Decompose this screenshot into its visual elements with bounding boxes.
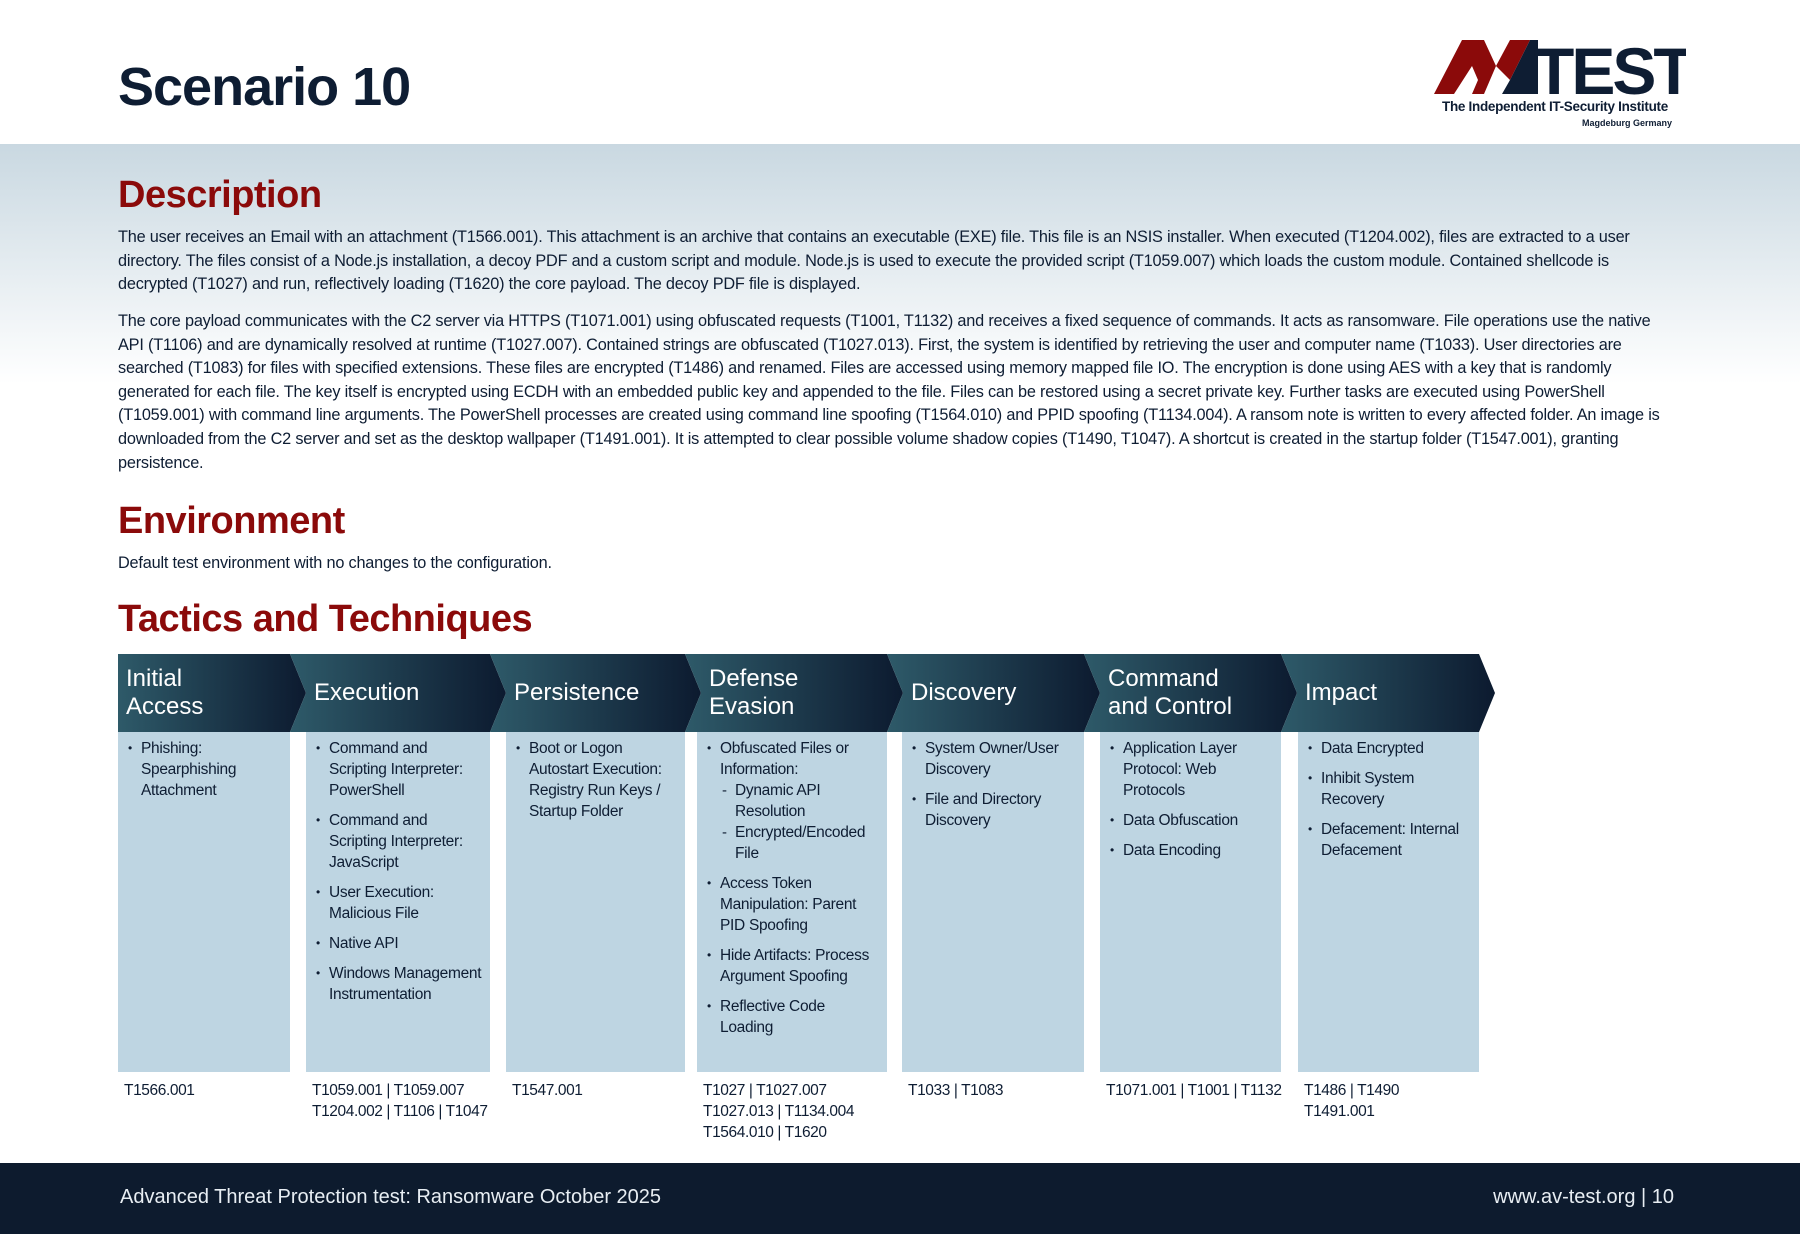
technique-id-line: T1204.002 | T1106 | T1047: [312, 1103, 488, 1120]
technique-item: Command and Scripting Interpreter: Power…: [314, 738, 482, 801]
tactic-header: Initial Access: [118, 654, 306, 732]
technique-ids: T1033 | T1083: [908, 1080, 1003, 1101]
technique-ids: T1486 | T1490 T1491.001: [1304, 1080, 1399, 1122]
technique-item: Data Obfuscation: [1108, 810, 1273, 831]
av-test-logo: TEST The Independent IT-Security Institu…: [1434, 34, 1696, 132]
technique-ids: T1566.001: [124, 1080, 195, 1101]
logo-mark-icon: TEST: [1434, 34, 1696, 108]
tactic-header: Defense Evasion: [685, 654, 903, 732]
technique-box: Application Layer Protocol: Web Protocol…: [1100, 732, 1281, 1072]
footer-title: Advanced Threat Protection test: Ransomw…: [120, 1186, 662, 1208]
technique-ids: T1547.001: [512, 1080, 583, 1101]
technique-item: Windows Management Instrumentation: [314, 963, 482, 1005]
technique-id-line: T1564.010 | T1620: [703, 1124, 827, 1141]
technique-item: Boot or Logon Autostart Execution: Regis…: [514, 738, 677, 822]
header-gradient-band: [0, 144, 1800, 384]
description-paragraph-1: The user receives an Email with an attac…: [118, 228, 1630, 294]
logo-location: Magdeburg Germany: [1581, 118, 1672, 128]
tactic-label: Persistence: [514, 679, 640, 706]
technique-box: Phishing: Spearphishing Attachment: [118, 732, 290, 1072]
technique-id-line: T1059.001 | T1059.007: [312, 1082, 465, 1099]
logo-tagline: The Independent IT-Security Institute: [1442, 99, 1668, 114]
technique-item: User Execution: Malicious File: [314, 882, 482, 924]
technique-ids: T1027 | T1027.007 T1027.013 | T1134.004 T1…: [703, 1080, 854, 1143]
technique-item: Application Layer Protocol: Web Protocol…: [1108, 738, 1273, 801]
technique-box: Obfuscated Files or Information:Dynamic …: [697, 732, 887, 1072]
footer: Advanced Threat Protection test: Ransomw…: [0, 1163, 1800, 1234]
tactics-heading: Tactics and Techniques: [118, 598, 533, 640]
technique-item: Data Encoding: [1108, 840, 1273, 861]
footer-page: www.av-test.org | 10: [1493, 1186, 1674, 1208]
description-heading: Description: [118, 174, 322, 216]
technique-ids: T1071.001 | T1001 | T1132: [1106, 1080, 1282, 1101]
technique-id-line: T1566.001: [124, 1082, 195, 1099]
technique-item: File and Directory Discovery: [910, 789, 1076, 831]
technique-item: Defacement: Internal Defacement: [1306, 819, 1471, 861]
technique-item: Access Token Manipulation: Parent PID Sp…: [705, 873, 879, 936]
technique-box: Command and Scripting Interpreter: Power…: [306, 732, 490, 1072]
technique-id-line: T1033 | T1083: [908, 1082, 1004, 1099]
technique-id-line: T1071.001 | T1001 | T1132: [1106, 1082, 1282, 1099]
tactic-label: Initial Access: [126, 665, 204, 720]
tactic-label: Impact: [1305, 679, 1378, 706]
technique-item: Data Encrypted: [1306, 738, 1471, 759]
technique-box: Boot or Logon Autostart Execution: Regis…: [506, 732, 685, 1072]
technique-item: Inhibit System Recovery: [1306, 768, 1471, 810]
technique-id-line: T1027 | T1027.007: [703, 1082, 827, 1099]
page-title: Scenario 10: [118, 57, 411, 117]
technique-box: Data Encrypted Inhibit System Recovery Def…: [1298, 732, 1479, 1072]
technique-id-line: T1027.013 | T1134.004: [703, 1103, 855, 1120]
technique-item: Obfuscated Files or Information:: [705, 738, 879, 780]
tactic-label: Execution: [314, 679, 420, 706]
technique-id-line: T1491.001: [1304, 1103, 1375, 1120]
tactic-label: Defense Evasion: [709, 665, 799, 720]
tactic-header: Persistence: [490, 654, 701, 732]
technique-box: System Owner/User Discovery File and Dire…: [902, 732, 1084, 1072]
tactic-label: Command and Control: [1108, 665, 1233, 720]
tactic-header: Execution: [290, 654, 506, 732]
technique-ids: T1059.001 | T1059.007 T1204.002 | T1106 |…: [312, 1080, 488, 1122]
tactic-header: Command and Control: [1084, 654, 1297, 732]
technique-id-line: T1547.001: [512, 1082, 583, 1099]
technique-item: System Owner/User Discovery: [910, 738, 1076, 780]
technique-item: Command and Scripting Interpreter: JavaS…: [314, 810, 482, 873]
technique-item: Native API: [314, 933, 482, 954]
tactic-header: Discovery: [887, 654, 1100, 732]
environment-text: Default test environment with no changes…: [118, 554, 552, 572]
technique-id-line: T1486 | T1490: [1304, 1082, 1400, 1099]
technique-item: Reflective Code Loading: [705, 996, 879, 1038]
environment-heading: Environment: [118, 500, 345, 542]
technique-item: Hide Artifacts: Process Argument Spoofin…: [705, 945, 879, 987]
technique-subitem: Dynamic API Resolution: [705, 780, 879, 822]
technique-item: Phishing: Spearphishing Attachment: [126, 738, 282, 801]
tactic-header: Impact: [1281, 654, 1495, 732]
svg-text:TEST: TEST: [1534, 36, 1686, 98]
tactic-label: Discovery: [911, 679, 1017, 706]
description-paragraph-2: The core payload communicates with the C…: [118, 312, 1660, 472]
technique-subitem: Encrypted/Encoded File: [705, 822, 879, 864]
